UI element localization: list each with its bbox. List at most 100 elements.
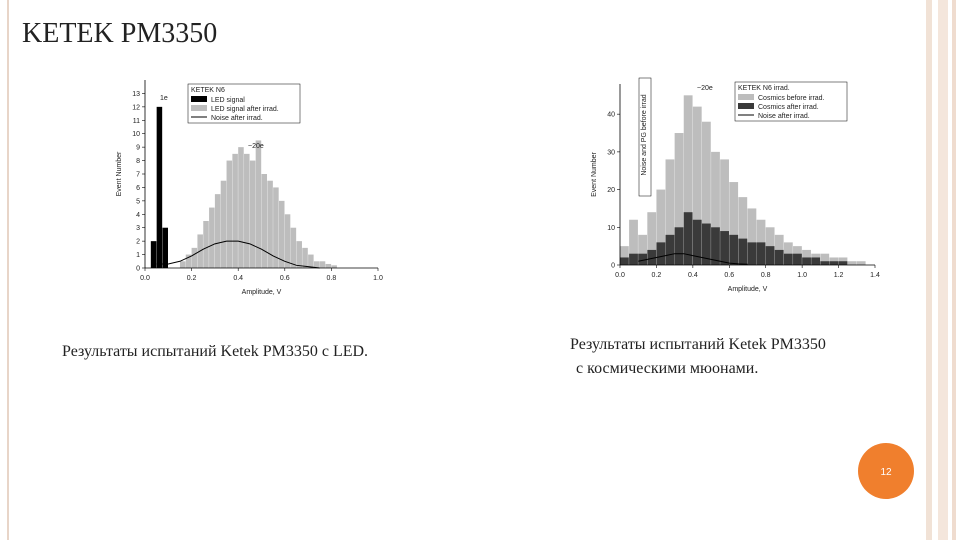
bar (811, 257, 821, 265)
bar (629, 219, 638, 265)
x-axis-label: Amplitude, V (242, 289, 282, 296)
bar (656, 242, 666, 265)
bar (674, 133, 684, 265)
bar (665, 159, 675, 265)
line (638, 253, 748, 265)
bar (249, 160, 256, 268)
x-tick-label: 0.4 (688, 272, 698, 279)
bar (638, 253, 648, 265)
bar (665, 234, 675, 265)
annotation: Noise and PG before irrad (641, 94, 648, 175)
bar (756, 242, 766, 265)
y-tick-label: 0 (136, 266, 140, 273)
y-tick-label: 2 (136, 239, 140, 246)
x-tick-label: 0.0 (140, 275, 150, 282)
bar (802, 257, 811, 265)
bar (738, 238, 748, 265)
bar (656, 189, 666, 265)
bar (692, 106, 702, 265)
bar (701, 223, 711, 265)
x-tick-label: 1.0 (373, 275, 383, 282)
bar (829, 261, 839, 265)
bar (674, 227, 684, 265)
legend-title: KETEK N6 (191, 87, 225, 94)
bar (220, 180, 227, 268)
bar (255, 140, 262, 268)
bar (273, 187, 279, 268)
bar (296, 241, 302, 268)
bar (856, 261, 866, 265)
x-axis-label: Amplitude, V (728, 286, 768, 293)
bar (847, 261, 857, 265)
bar (232, 153, 238, 268)
bar (729, 182, 739, 265)
y-tick-label: 30 (607, 149, 615, 156)
bar (638, 234, 648, 265)
slide-title: KETEK PM3350 (22, 18, 217, 49)
bar (278, 200, 285, 268)
bar (629, 253, 638, 265)
bar (325, 263, 332, 268)
caption: Результаты испытаний Ketek PM3350 с LED. (62, 343, 368, 360)
bar (203, 221, 209, 268)
caption: с космическими мюонами. (576, 360, 758, 377)
bar (302, 247, 308, 268)
legend-label: Noise after irrad. (211, 115, 263, 122)
bar (647, 249, 657, 265)
bar (331, 265, 337, 268)
y-axis-label: Event Number (116, 151, 123, 196)
bar (179, 261, 186, 268)
legend-swatch (738, 103, 754, 109)
bar (191, 247, 198, 268)
bar (308, 254, 314, 268)
bar (747, 242, 757, 265)
bar (290, 227, 297, 268)
bar (261, 174, 268, 268)
bar (319, 261, 326, 268)
y-tick-label: 0 (611, 263, 615, 270)
bar (620, 257, 629, 265)
bar (620, 246, 629, 265)
x-tick-label: 0.6 (724, 272, 734, 279)
annotation: ~20e (248, 143, 264, 150)
annotation-box (638, 77, 652, 197)
y-tick-label: 10 (132, 131, 140, 138)
page-number-badge (858, 443, 914, 499)
bar (747, 208, 757, 265)
legend-label: Noise after irrad. (758, 113, 810, 120)
legend-swatch (191, 96, 207, 102)
right-stripe (938, 0, 948, 540)
y-axis-label: Event Number (591, 151, 598, 196)
y-tick-label: 5 (136, 198, 140, 205)
bar (150, 241, 157, 268)
bar (226, 160, 233, 268)
x-tick-label: 0.8 (761, 272, 771, 279)
bar (284, 214, 291, 268)
right-stripe (952, 0, 956, 540)
bar (647, 212, 657, 265)
charts: 0.0 0.2 0.4 0.6 0.8 1.0012345678910111213Ampl… (116, 77, 880, 296)
y-tick-label: 9 (136, 145, 140, 152)
y-tick-label: 3 (136, 225, 140, 232)
x-tick-label: 0.8 (327, 275, 337, 282)
y-tick-label: 10 (607, 225, 615, 232)
legend-swatch (191, 105, 207, 111)
legend-label: LED signal after irrad. (211, 106, 279, 113)
x-tick-label: 1.2 (834, 272, 844, 279)
y-tick-label: 1 (136, 252, 140, 259)
bar (313, 261, 320, 268)
x-tick-label: 1.4 (870, 272, 880, 279)
x-tick-label: 0.0 (615, 272, 625, 279)
bar (692, 219, 702, 265)
legend-label: Cosmics after irrad. (758, 104, 819, 111)
bar (162, 227, 168, 268)
y-tick-label: 11 (133, 118, 140, 125)
bar (701, 121, 711, 265)
line (156, 240, 320, 269)
annotation: 1e (160, 95, 168, 102)
bar (774, 249, 784, 265)
y-tick-label: 12 (132, 104, 140, 111)
right-stripe (926, 0, 932, 540)
bar (820, 253, 830, 265)
